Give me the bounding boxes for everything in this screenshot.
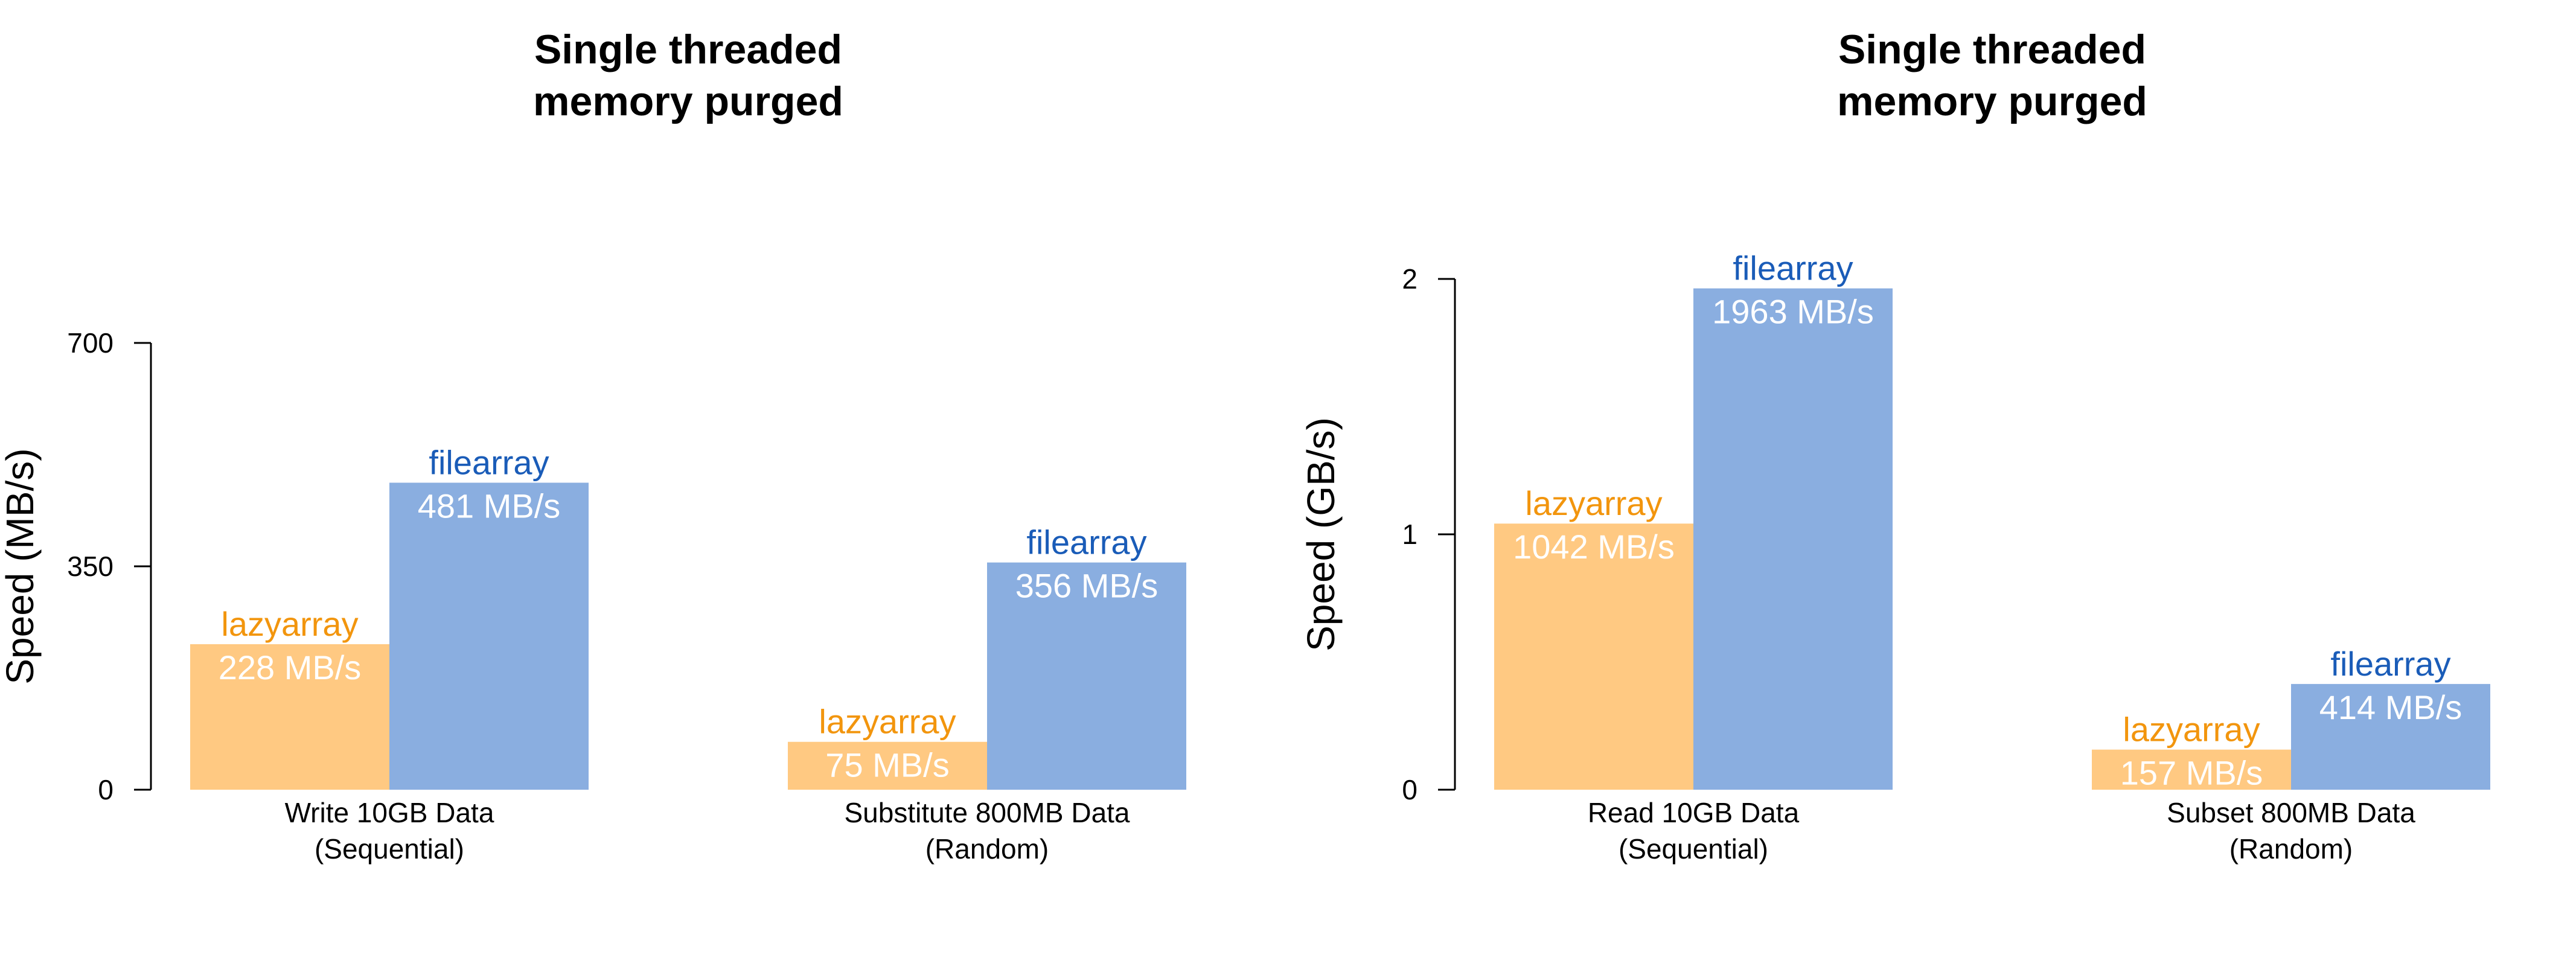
bar-filearray bbox=[389, 482, 589, 790]
x-category-label: (Random) bbox=[925, 833, 1049, 865]
series-label-filearray: filearray bbox=[1733, 249, 1853, 287]
chart-panel-2: Single threaded memory purged Speed (GB/s)… bbox=[1299, 27, 2490, 865]
data-label: 356 MB/s bbox=[1015, 567, 1159, 605]
series-label-lazyarray: lazyarray bbox=[2123, 711, 2260, 749]
bar-lazyarray bbox=[788, 741, 987, 790]
x-category-label: Read 10GB Data bbox=[1588, 797, 1800, 828]
x-category-label: Substitute 800MB Data bbox=[844, 797, 1130, 828]
y-axis-label: Speed (MB/s) bbox=[0, 448, 42, 684]
x-category-label: (Random) bbox=[2229, 833, 2353, 865]
series-label-lazyarray: lazyarray bbox=[1525, 484, 1662, 522]
chart-title-line: memory purged bbox=[533, 78, 843, 124]
chart-title-line: Single threaded bbox=[1838, 27, 2146, 72]
data-label: 157 MB/s bbox=[2120, 754, 2263, 792]
y-tick-label: 0 bbox=[98, 774, 113, 805]
bar-filearray bbox=[2291, 683, 2490, 790]
data-label: 75 MB/s bbox=[825, 746, 949, 784]
x-category-label: (Sequential) bbox=[1619, 833, 1768, 865]
y-tick-label: 350 bbox=[67, 551, 113, 582]
y-tick-label: 1 bbox=[1402, 519, 1417, 550]
data-label: 1042 MB/s bbox=[1513, 528, 1675, 566]
chart-panel-1: Single threaded memory purged Speed (MB/s)… bbox=[0, 27, 1186, 865]
bar-lazyarray bbox=[2092, 749, 2291, 790]
series-label-filearray: filearray bbox=[2330, 645, 2450, 683]
bar-filearray bbox=[1693, 288, 1893, 790]
y-axis-label: Speed (GB/s) bbox=[1299, 417, 1343, 651]
data-label: 1963 MB/s bbox=[1712, 293, 1874, 331]
y-tick-label: 0 bbox=[1402, 774, 1417, 805]
y-tick-label: 700 bbox=[67, 327, 113, 359]
bar-filearray bbox=[987, 562, 1186, 790]
chart-title-line: memory purged bbox=[1837, 78, 2147, 124]
chart-title-line: Single threaded bbox=[534, 27, 842, 72]
bar-lazyarray bbox=[1494, 523, 1693, 790]
x-category-label: Subset 800MB Data bbox=[2167, 797, 2415, 828]
data-label: 481 MB/s bbox=[418, 487, 561, 525]
series-label-filearray: filearray bbox=[429, 444, 549, 482]
y-tick-label: 2 bbox=[1402, 263, 1417, 295]
series-label-lazyarray: lazyarray bbox=[819, 703, 956, 741]
data-label: 414 MB/s bbox=[2319, 688, 2463, 726]
bar-lazyarray bbox=[190, 644, 389, 790]
series-label-filearray: filearray bbox=[1026, 523, 1146, 561]
x-category-label: Write 10GB Data bbox=[285, 797, 494, 828]
data-label: 228 MB/s bbox=[219, 648, 362, 686]
x-category-label: (Sequential) bbox=[315, 833, 464, 865]
series-label-lazyarray: lazyarray bbox=[221, 605, 358, 643]
